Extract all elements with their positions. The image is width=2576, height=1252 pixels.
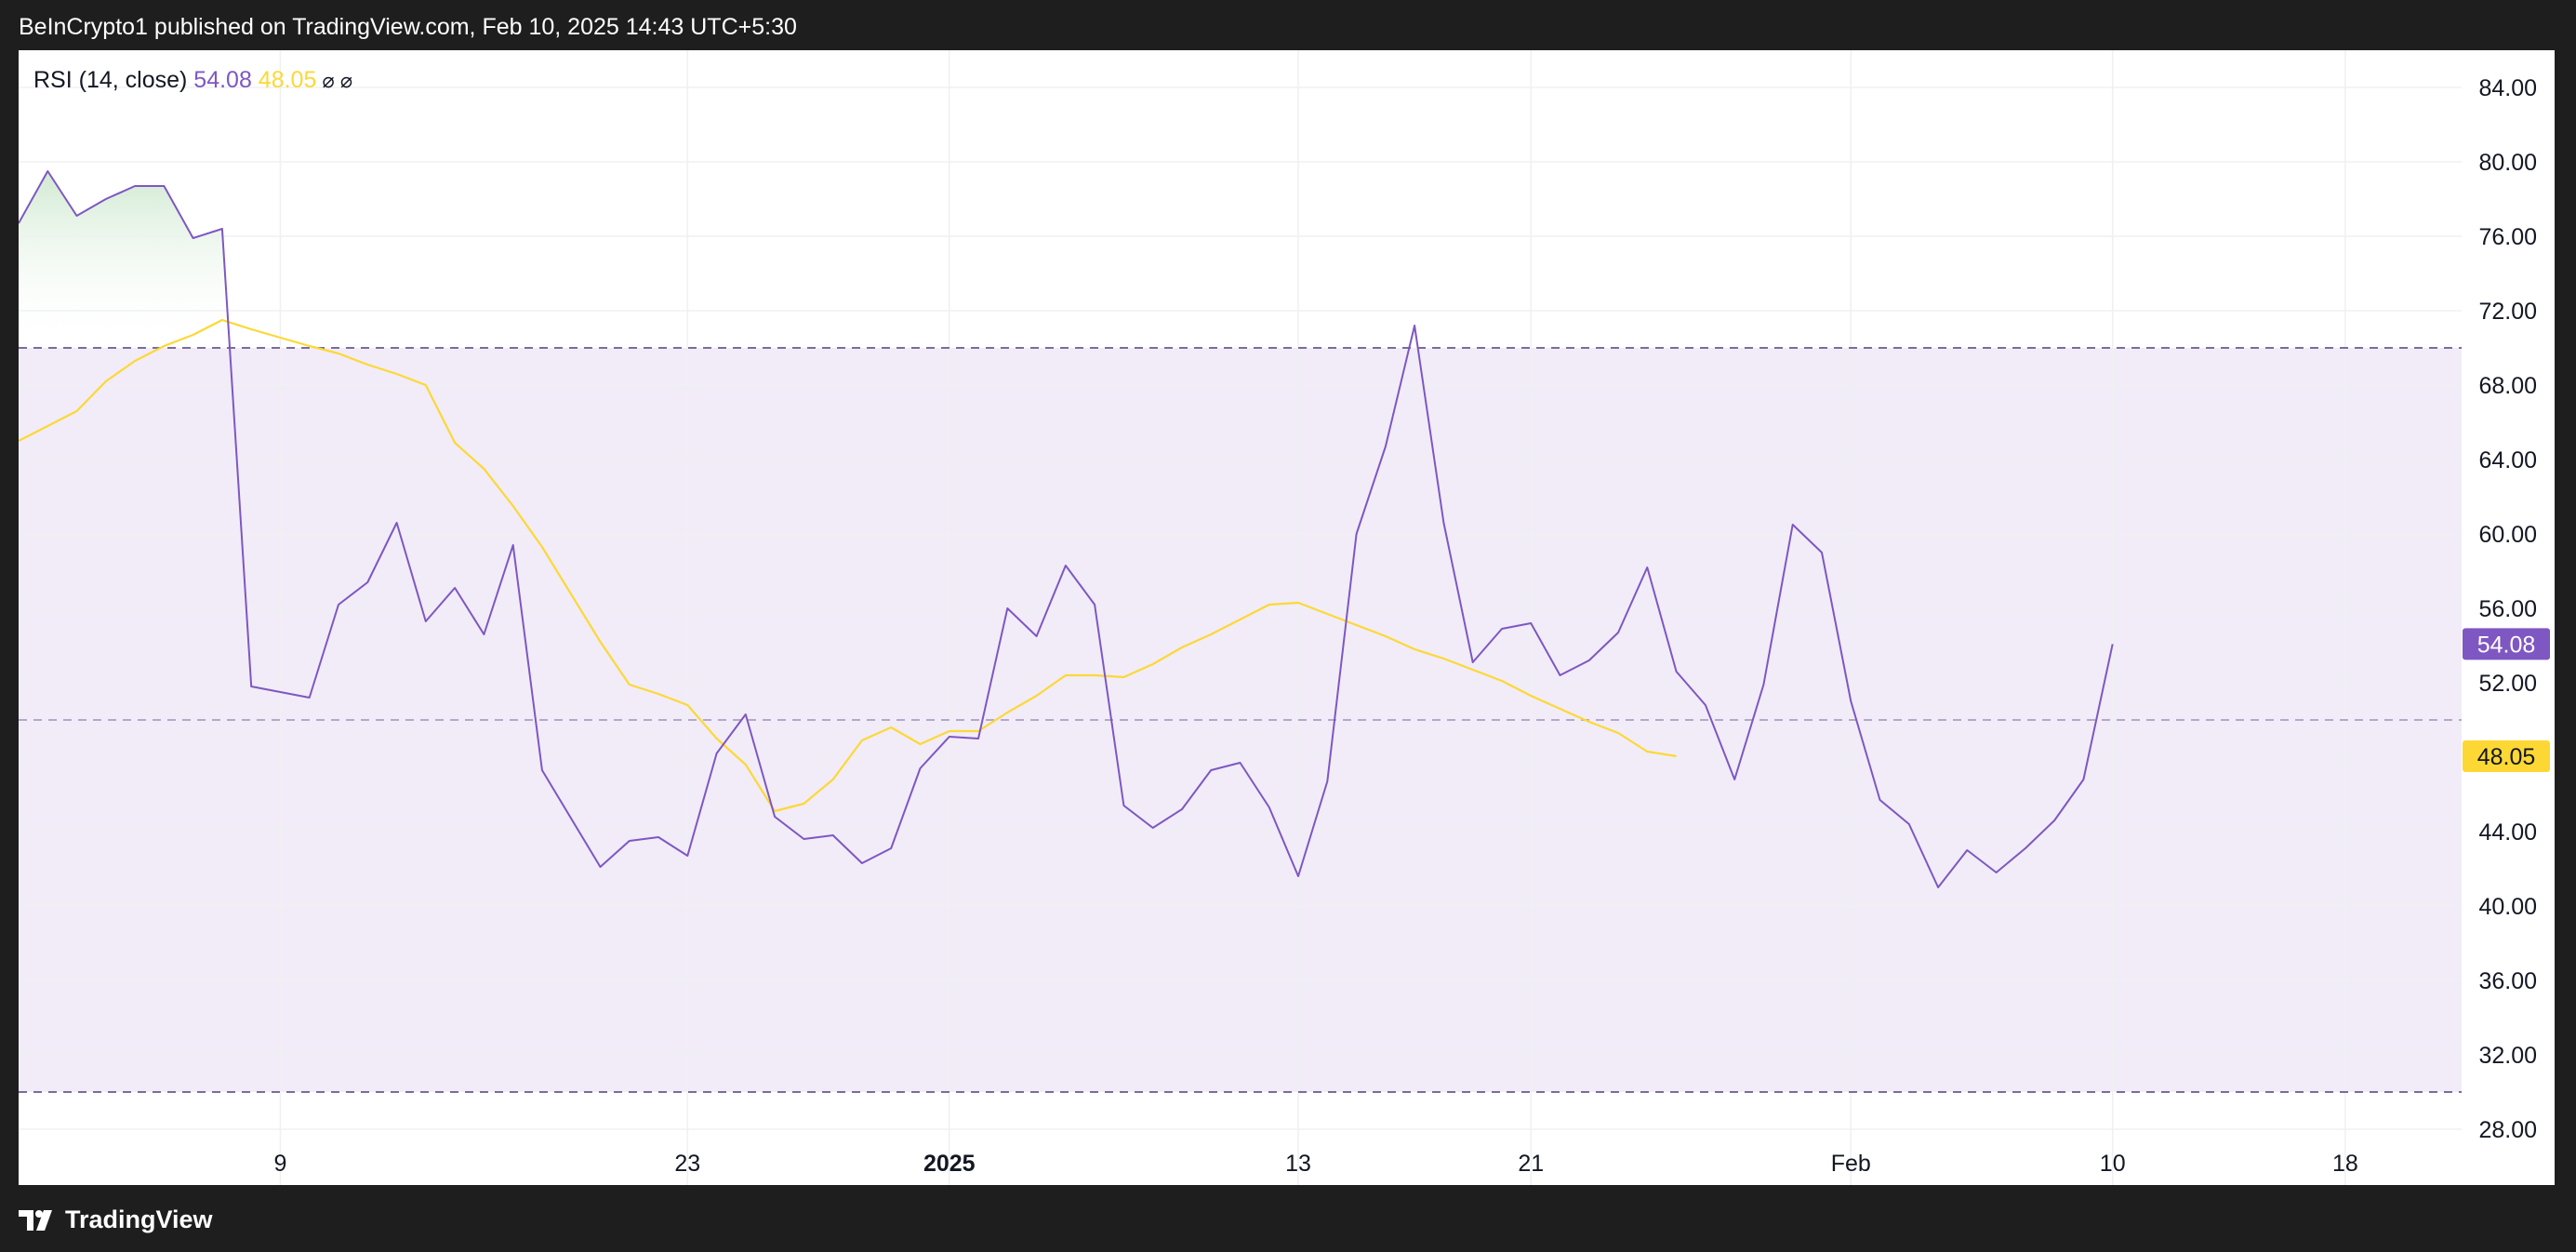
publisher-text: BeInCrypto1 published on TradingView.com… [19, 14, 797, 40]
chart-area[interactable]: 84.00 80.00 76.00 72.00 68.00 64.00 60.00 56.00… [18, 50, 2555, 1185]
rsi-value-badge: 54.08 [2463, 628, 2550, 660]
y-tick-label: 76.00 [2478, 224, 2537, 250]
publisher-bar: BeInCrypto1 published on TradingView.com… [0, 0, 2576, 50]
y-tick-label: 64.00 [2478, 447, 2537, 473]
indicator-legend: RSI (14, close) 54.08 48.05 ⌀ ⌀ [33, 67, 352, 93]
rsi-ma-value-badge: 48.05 [2463, 740, 2550, 772]
x-tick-label: 13 [1285, 1151, 1311, 1177]
y-tick-label: 44.00 [2478, 819, 2537, 846]
y-tick-label: 32.00 [2478, 1043, 2537, 1069]
hide-icon[interactable]: ⌀ [335, 69, 352, 92]
x-tick-label: 18 [2332, 1151, 2358, 1177]
y-tick-label: 60.00 [2478, 522, 2537, 548]
brand-text: TradingView [65, 1205, 213, 1233]
rsi-line [18, 170, 2114, 888]
y-tick-label: 36.00 [2478, 968, 2537, 994]
legend-rsi-ma-value: 48.05 [252, 67, 317, 93]
y-tick-label: 68.00 [2478, 373, 2537, 399]
hide-icon[interactable]: ⌀ [316, 69, 334, 92]
rsi-ma-value-badge-bg [2463, 740, 2550, 772]
x-tick-label: 10 [2100, 1151, 2126, 1177]
rsi-chart[interactable]: 84.00 80.00 76.00 72.00 68.00 64.00 60.00 56.00… [18, 50, 2555, 1185]
y-tick-label: 40.00 [2478, 894, 2537, 920]
x-tick-label: 23 [674, 1151, 700, 1177]
rsi-ma-line [18, 318, 1677, 813]
tradingview-logo-icon [19, 1209, 52, 1231]
footer-bar: TradingView [0, 1185, 2576, 1252]
y-tick-label: 56.00 [2478, 596, 2537, 622]
x-tick-label: 9 [274, 1151, 287, 1177]
indicator-label: RSI (14, close) [33, 67, 187, 93]
y-tick-label: 84.00 [2478, 75, 2537, 101]
y-tick-label: 80.00 [2478, 150, 2537, 176]
y-tick-label: 28.00 [2478, 1117, 2537, 1143]
rsi-value-badge-text: 54.08 [2477, 632, 2536, 658]
x-tick-label: Feb [1831, 1151, 1871, 1177]
rsi-ma-value-badge-text: 48.05 [2477, 744, 2536, 770]
x-tick-label: 2025 [923, 1151, 976, 1177]
rsi-value-badge-bg [2463, 628, 2550, 660]
y-tick-label: 72.00 [2478, 299, 2537, 325]
tradingview-brand[interactable]: TradingView [19, 1205, 213, 1234]
legend-rsi-value: 54.08 [187, 67, 252, 93]
y-tick-label: 52.00 [2478, 671, 2537, 697]
overbought-fill [19, 171, 231, 348]
x-tick-label: 21 [1518, 1151, 1544, 1177]
